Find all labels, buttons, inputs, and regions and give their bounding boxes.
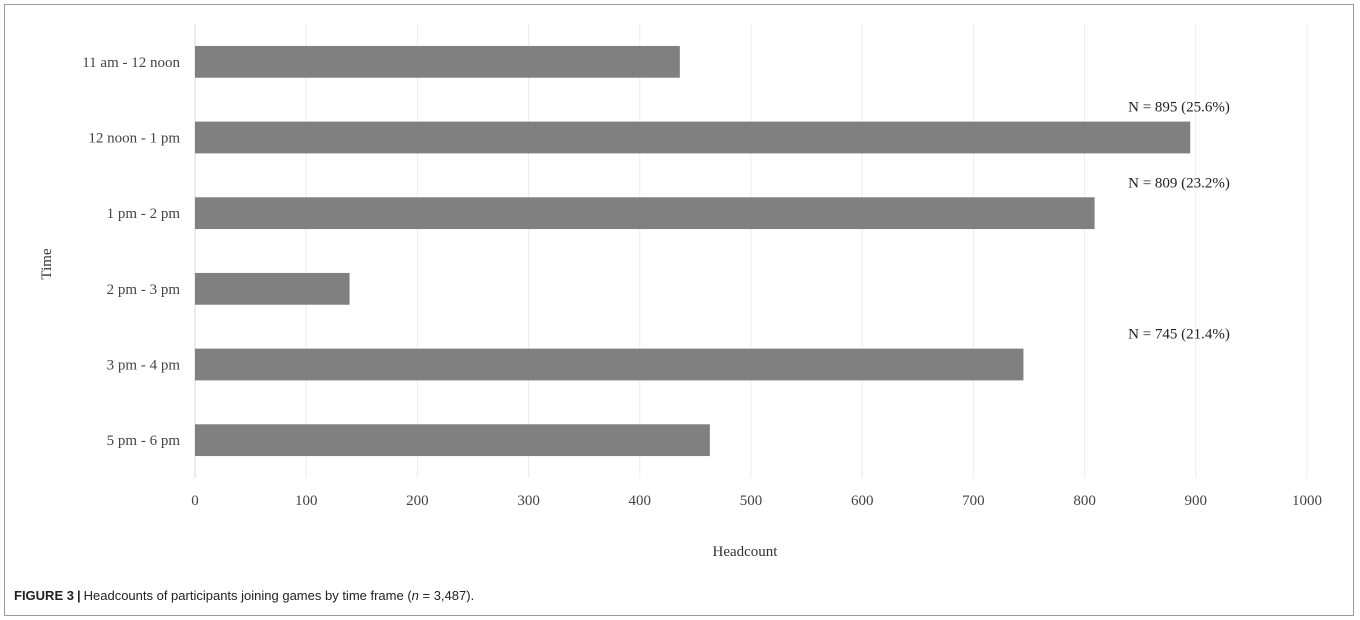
caption-n-symbol: n [411, 588, 419, 603]
y-tick-label: 1 pm - 2 pm [107, 206, 181, 222]
bar [195, 424, 710, 457]
gridlines [305, 24, 1308, 478]
y-tick-label: 12 noon - 1 pm [88, 131, 180, 147]
y-tick-label: 5 pm - 6 pm [107, 433, 181, 449]
data-label: N = 745 (21.4%) [1128, 327, 1230, 343]
x-tick-label: 900 [1185, 493, 1208, 509]
y-tick-label: 11 am - 12 noon [82, 55, 180, 71]
caption-separator: | [76, 588, 81, 603]
bar [195, 348, 1024, 381]
x-tick-label: 300 [517, 493, 540, 509]
figure-label: FIGURE 3 [14, 588, 74, 603]
bar-chart: 11 am - 12 noon 12 noon - 1 pm 1 pm - 2 pm… [39, 24, 1322, 560]
bar [195, 121, 1191, 154]
y-axis-label: Time [39, 248, 55, 279]
y-tick-label: 2 pm - 3 pm [107, 282, 181, 298]
data-label: N = 895 (25.6%) [1128, 100, 1230, 116]
caption-text-before: Headcounts of participants joining games… [83, 588, 412, 603]
figure-caption: FIGURE 3 | Headcounts of participants join… [14, 588, 1334, 603]
x-tick-label: 400 [629, 493, 652, 509]
x-tick-label: 500 [740, 493, 763, 509]
y-tick-label: 3 pm - 4 pm [107, 358, 181, 374]
x-tick-label: 100 [295, 493, 318, 509]
tick-labels: 0 100 200 300 400 500 600 700 800 900 1000 [191, 493, 1322, 509]
x-tick-label: 1000 [1292, 493, 1322, 509]
x-tick-label: 0 [191, 493, 199, 509]
x-tick-label: 600 [851, 493, 874, 509]
x-tick-label: 200 [406, 493, 429, 509]
figure-frame [4, 4, 1354, 616]
annotations: N = 895 (25.6%) N = 809 (23.2%) N = 745 (2… [1128, 100, 1230, 343]
x-axis-label: Headcount [713, 544, 779, 560]
bar [195, 197, 1095, 230]
bar [195, 45, 680, 78]
bar [195, 272, 350, 305]
data-label: N = 809 (23.2%) [1128, 175, 1230, 191]
bars [195, 45, 1191, 457]
x-tick-label: 700 [962, 493, 985, 509]
x-tick-label: 800 [1073, 493, 1096, 509]
caption-text-after: = 3,487). [418, 588, 475, 603]
category-labels: 11 am - 12 noon 12 noon - 1 pm 1 pm - 2 pm… [82, 55, 180, 449]
